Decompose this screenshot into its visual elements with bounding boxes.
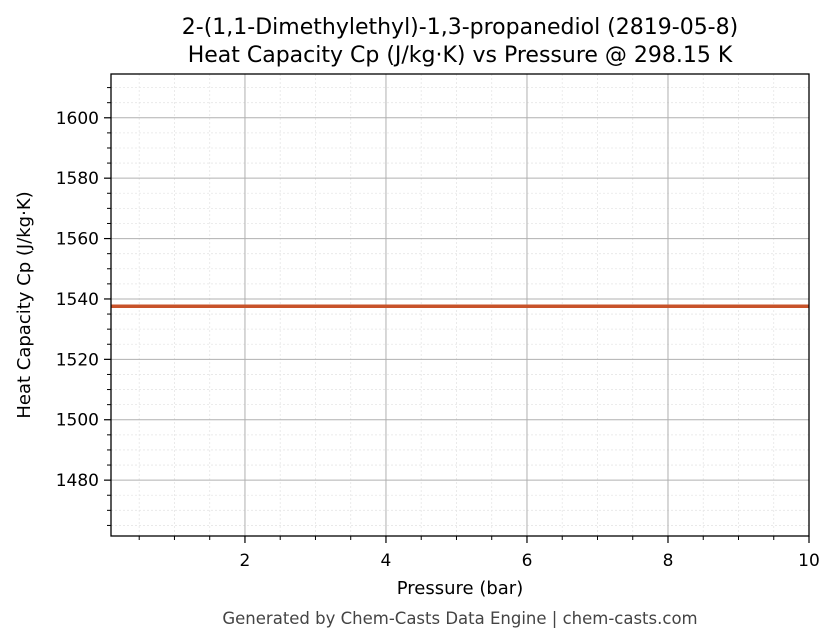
plot-frame bbox=[110, 73, 810, 537]
x-tick-label: 8 bbox=[663, 551, 674, 571]
x-axis: 2 4 6 8 10 bbox=[138, 536, 820, 571]
minor-gridlines bbox=[111, 74, 809, 536]
y-tick-label: 1500 bbox=[56, 411, 99, 431]
x-tick-label: 10 bbox=[798, 551, 820, 571]
x-axis-label: Pressure (bar) bbox=[397, 578, 523, 599]
y-tick-label: 1600 bbox=[56, 109, 99, 129]
y-axis-label: Heat Capacity Cp (J/kg·K) bbox=[14, 191, 35, 418]
y-tick-label: 1560 bbox=[56, 230, 99, 250]
y-tick-label: 1580 bbox=[56, 169, 99, 189]
y-axis: 1480 1500 1520 1540 1560 1580 1600 bbox=[56, 87, 111, 526]
chart-title: 2-(1,1-Dimethylethyl)-1,3-propanediol (2… bbox=[182, 15, 738, 40]
y-tick-label: 1540 bbox=[56, 290, 99, 310]
x-tick-label: 2 bbox=[240, 551, 251, 571]
y-tick-label: 1520 bbox=[56, 350, 99, 370]
x-tick-label: 4 bbox=[381, 551, 392, 571]
footer-credit: Generated by Chem-Casts Data Engine | ch… bbox=[222, 609, 697, 628]
y-tick-label: 1480 bbox=[56, 471, 99, 491]
chart-subtitle: Heat Capacity Cp (J/kg·K) vs Pressure @ … bbox=[188, 43, 733, 68]
x-tick-label: 6 bbox=[522, 551, 533, 571]
